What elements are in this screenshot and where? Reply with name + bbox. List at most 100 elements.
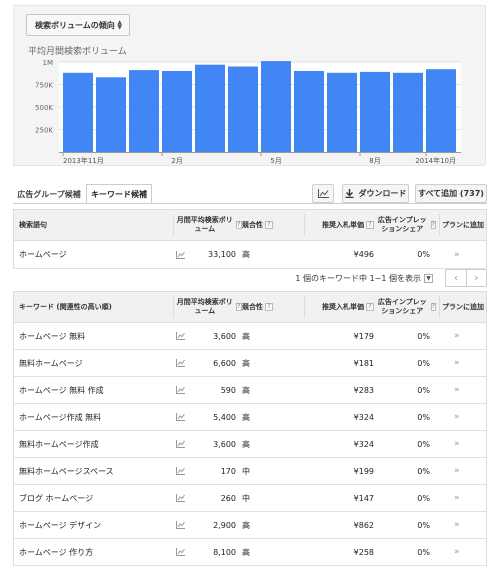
table-row: ホームページ 33,100 高 ¥496 0% » — [14, 241, 486, 269]
volume-trend-dropdown[interactable]: 検索ボリュームの傾向 ▲ ▼ — [26, 14, 130, 36]
competition-header[interactable]: 競合性? — [242, 292, 273, 322]
add-to-plan-button[interactable]: » — [454, 358, 460, 368]
bar-5月[interactable] — [261, 61, 291, 152]
trend-chart-icon[interactable] — [176, 485, 185, 511]
help-icon[interactable]: ? — [430, 303, 436, 311]
volume-cell: 260 — [220, 493, 236, 503]
x-tick-label: 5月 — [270, 157, 281, 165]
table-row: 無料ホームページ 6,600 高 ¥181 0% » — [14, 350, 486, 377]
table-row: ホームページ 無料 作成 590 高 ¥283 0% » — [14, 377, 486, 404]
download-button[interactable]: ダウンロード — [342, 184, 409, 203]
bar-2013年11月[interactable] — [63, 72, 93, 152]
competition-cell: 高 — [242, 439, 250, 449]
help-icon[interactable]: ? — [430, 221, 436, 229]
competition-cell: 高 — [242, 358, 250, 368]
x-tick-label: 2013年11月 — [63, 156, 104, 165]
trend-chart-icon[interactable] — [176, 404, 185, 430]
tab-divider — [13, 203, 487, 204]
suggested-bid-header-label: 推奨入札単価 — [322, 302, 364, 311]
add-to-plan-button[interactable]: » — [454, 412, 460, 422]
keyword-cell: 無料ホームページ — [19, 358, 83, 368]
trend-chart-icon[interactable] — [176, 431, 185, 457]
volume-cell: 6,600 — [213, 358, 236, 368]
volume-bar-chart: 1M 750K 500K 250K 2013年11月 2月 5月 8月 2014年10月 — [35, 59, 461, 165]
volume-cell: 3,600 — [213, 331, 236, 341]
keyword-rows: ホームページ 無料 3,600 高 ¥179 0% » 無料ホームページ 6,600 高 ¥181… — [14, 323, 486, 566]
bar-7月[interactable] — [327, 72, 357, 152]
table-row: 無料ホームページスペース 170 中 ¥199 0% » — [14, 458, 486, 485]
prev-page-button[interactable]: ‹ — [454, 272, 458, 284]
competition-header[interactable]: 競合性? — [242, 210, 273, 240]
bar-2月[interactable] — [162, 71, 192, 152]
share-cell: 0% — [417, 358, 430, 368]
keyword-cell: ブログ ホームページ — [19, 493, 94, 503]
pagination: 1 個のキーワード中 1~1 個を表示 ▼ ‹ › — [295, 268, 487, 288]
chart-toggle-button[interactable] — [312, 184, 334, 203]
bar-8月[interactable] — [360, 71, 390, 152]
tab-ad-group-ideas[interactable]: 広告グループ候補 — [17, 189, 81, 199]
keyword-ideas-header: キーワード (関連性の高い順) 月間平均検索ボリューム? 競合性? 推奨入札単価… — [14, 291, 486, 323]
impression-share-header[interactable]: 広告インプレッションシェア? — [376, 210, 436, 240]
bid-cell: ¥324 — [353, 412, 374, 422]
keyword-relevance-header[interactable]: キーワード (関連性の高い順) — [19, 302, 112, 311]
column-divider — [439, 214, 440, 236]
share-cell: 0% — [417, 547, 430, 557]
bar-12月[interactable] — [96, 77, 126, 152]
impression-share-header-label: 広告インプレッションシェア — [377, 216, 427, 233]
bar-2014年10月[interactable] — [426, 69, 456, 152]
trend-chart-icon[interactable] — [176, 512, 185, 538]
help-icon[interactable]: ? — [265, 303, 273, 311]
next-page-button[interactable]: › — [466, 270, 486, 286]
bar-9月[interactable] — [393, 72, 423, 152]
competition-cell: 中 — [242, 493, 250, 503]
bar-3月[interactable] — [195, 64, 225, 152]
add-to-plan-button[interactable]: » — [454, 331, 460, 341]
keyword-cell: ホームページ — [19, 250, 67, 259]
add-to-plan-button[interactable]: » — [454, 520, 460, 530]
add-to-plan-button[interactable]: » — [454, 466, 460, 476]
volume-cell: 5,400 — [213, 412, 236, 422]
help-icon[interactable]: ? — [366, 303, 374, 311]
keyword-cell: ホームページ 無料 作成 — [19, 385, 104, 395]
bar-1月[interactable] — [129, 70, 159, 152]
trend-chart-icon[interactable] — [176, 377, 185, 403]
add-to-plan-button[interactable]: » — [454, 249, 460, 260]
trend-chart-icon[interactable] — [176, 323, 185, 349]
table-row: 無料ホームページ作成 3,600 高 ¥324 0% » — [14, 431, 486, 458]
pager-nav: ‹ › — [445, 269, 487, 287]
trend-chart-icon[interactable] — [176, 539, 185, 565]
keyword-cell: 無料ホームページスペース — [19, 466, 114, 476]
help-icon[interactable]: ? — [235, 303, 242, 311]
trend-chart-icon[interactable] — [176, 241, 185, 268]
add-all-button[interactable]: すべて追加 (737) — [415, 184, 487, 203]
suggested-bid-header[interactable]: 推奨入札単価? — [304, 210, 374, 240]
bid-cell: ¥258 — [353, 547, 374, 557]
bid-cell: ¥862 — [353, 520, 374, 530]
suggested-bid-header-label: 推奨入札単価 — [322, 220, 364, 229]
tab-keyword-ideas[interactable]: キーワード候補 — [86, 184, 152, 204]
column-divider — [304, 214, 305, 236]
keyword-cell: 無料ホームページ作成 — [19, 439, 99, 449]
competition-cell: 高 — [242, 520, 250, 530]
help-icon[interactable]: ? — [265, 221, 273, 229]
avg-volume-header[interactable]: 月間平均検索ボリューム? — [176, 210, 242, 240]
bar-6月[interactable] — [294, 71, 324, 152]
add-to-plan-button[interactable]: » — [454, 493, 460, 503]
bar-4月[interactable] — [228, 66, 258, 153]
help-icon[interactable]: ? — [235, 221, 242, 229]
add-to-plan-button[interactable]: » — [454, 439, 460, 449]
download-icon — [345, 189, 353, 198]
avg-volume-header[interactable]: 月間平均検索ボリューム? — [176, 292, 242, 322]
trend-chart-icon[interactable] — [176, 350, 185, 376]
column-divider — [439, 296, 440, 318]
help-icon[interactable]: ? — [366, 221, 374, 229]
share-cell: 0% — [417, 412, 430, 422]
add-to-plan-button[interactable]: » — [454, 385, 460, 395]
trend-chart-icon[interactable] — [176, 458, 185, 484]
add-to-plan-button[interactable]: » — [454, 547, 460, 557]
bid-cell: ¥181 — [353, 358, 374, 368]
suggested-bid-header[interactable]: 推奨入札単価? — [304, 292, 374, 322]
impression-share-header[interactable]: 広告インプレッションシェア? — [376, 292, 436, 322]
rows-dropdown-icon[interactable]: ▼ — [424, 273, 433, 283]
keyword-ideas-table: キーワード (関連性の高い順) 月間平均検索ボリューム? 競合性? 推奨入札単価… — [13, 291, 487, 566]
